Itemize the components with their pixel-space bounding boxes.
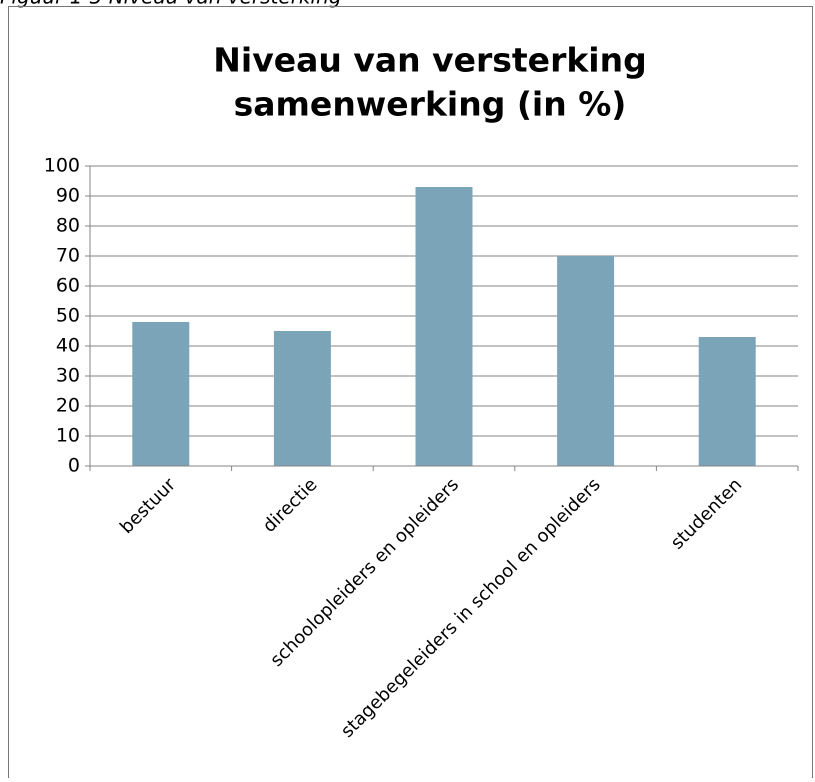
- chart-title: samenwerking (in %): [234, 85, 627, 124]
- y-tick-label: 40: [56, 335, 80, 357]
- y-tick-label: 0: [68, 455, 80, 477]
- x-tick-label: directie: [259, 474, 322, 537]
- y-tick-label: 70: [56, 245, 80, 267]
- bar: [273, 331, 331, 466]
- chart-frame: [8, 6, 813, 782]
- y-tick-label: 60: [56, 275, 80, 297]
- y-tick-label: 80: [56, 215, 80, 237]
- y-tick-label: 90: [56, 185, 80, 207]
- x-tick-label: bestuur: [116, 474, 180, 538]
- bar: [415, 187, 473, 466]
- caption: Figuur 1-3 Niveau van versterking: [0, 0, 341, 9]
- chart-title: Niveau van versterking: [213, 41, 646, 80]
- y-tick-label: 10: [56, 425, 80, 447]
- bar: [557, 256, 615, 466]
- y-tick-label: 30: [56, 365, 80, 387]
- y-tick-label: 100: [44, 155, 80, 177]
- x-tick-label: stagebegeleiders in school en opleiders: [337, 474, 605, 742]
- bar: [132, 322, 190, 466]
- bar: [698, 337, 756, 466]
- y-tick-label: 20: [56, 395, 80, 417]
- y-tick-label: 50: [56, 305, 80, 327]
- x-tick-label: studenten: [667, 474, 746, 553]
